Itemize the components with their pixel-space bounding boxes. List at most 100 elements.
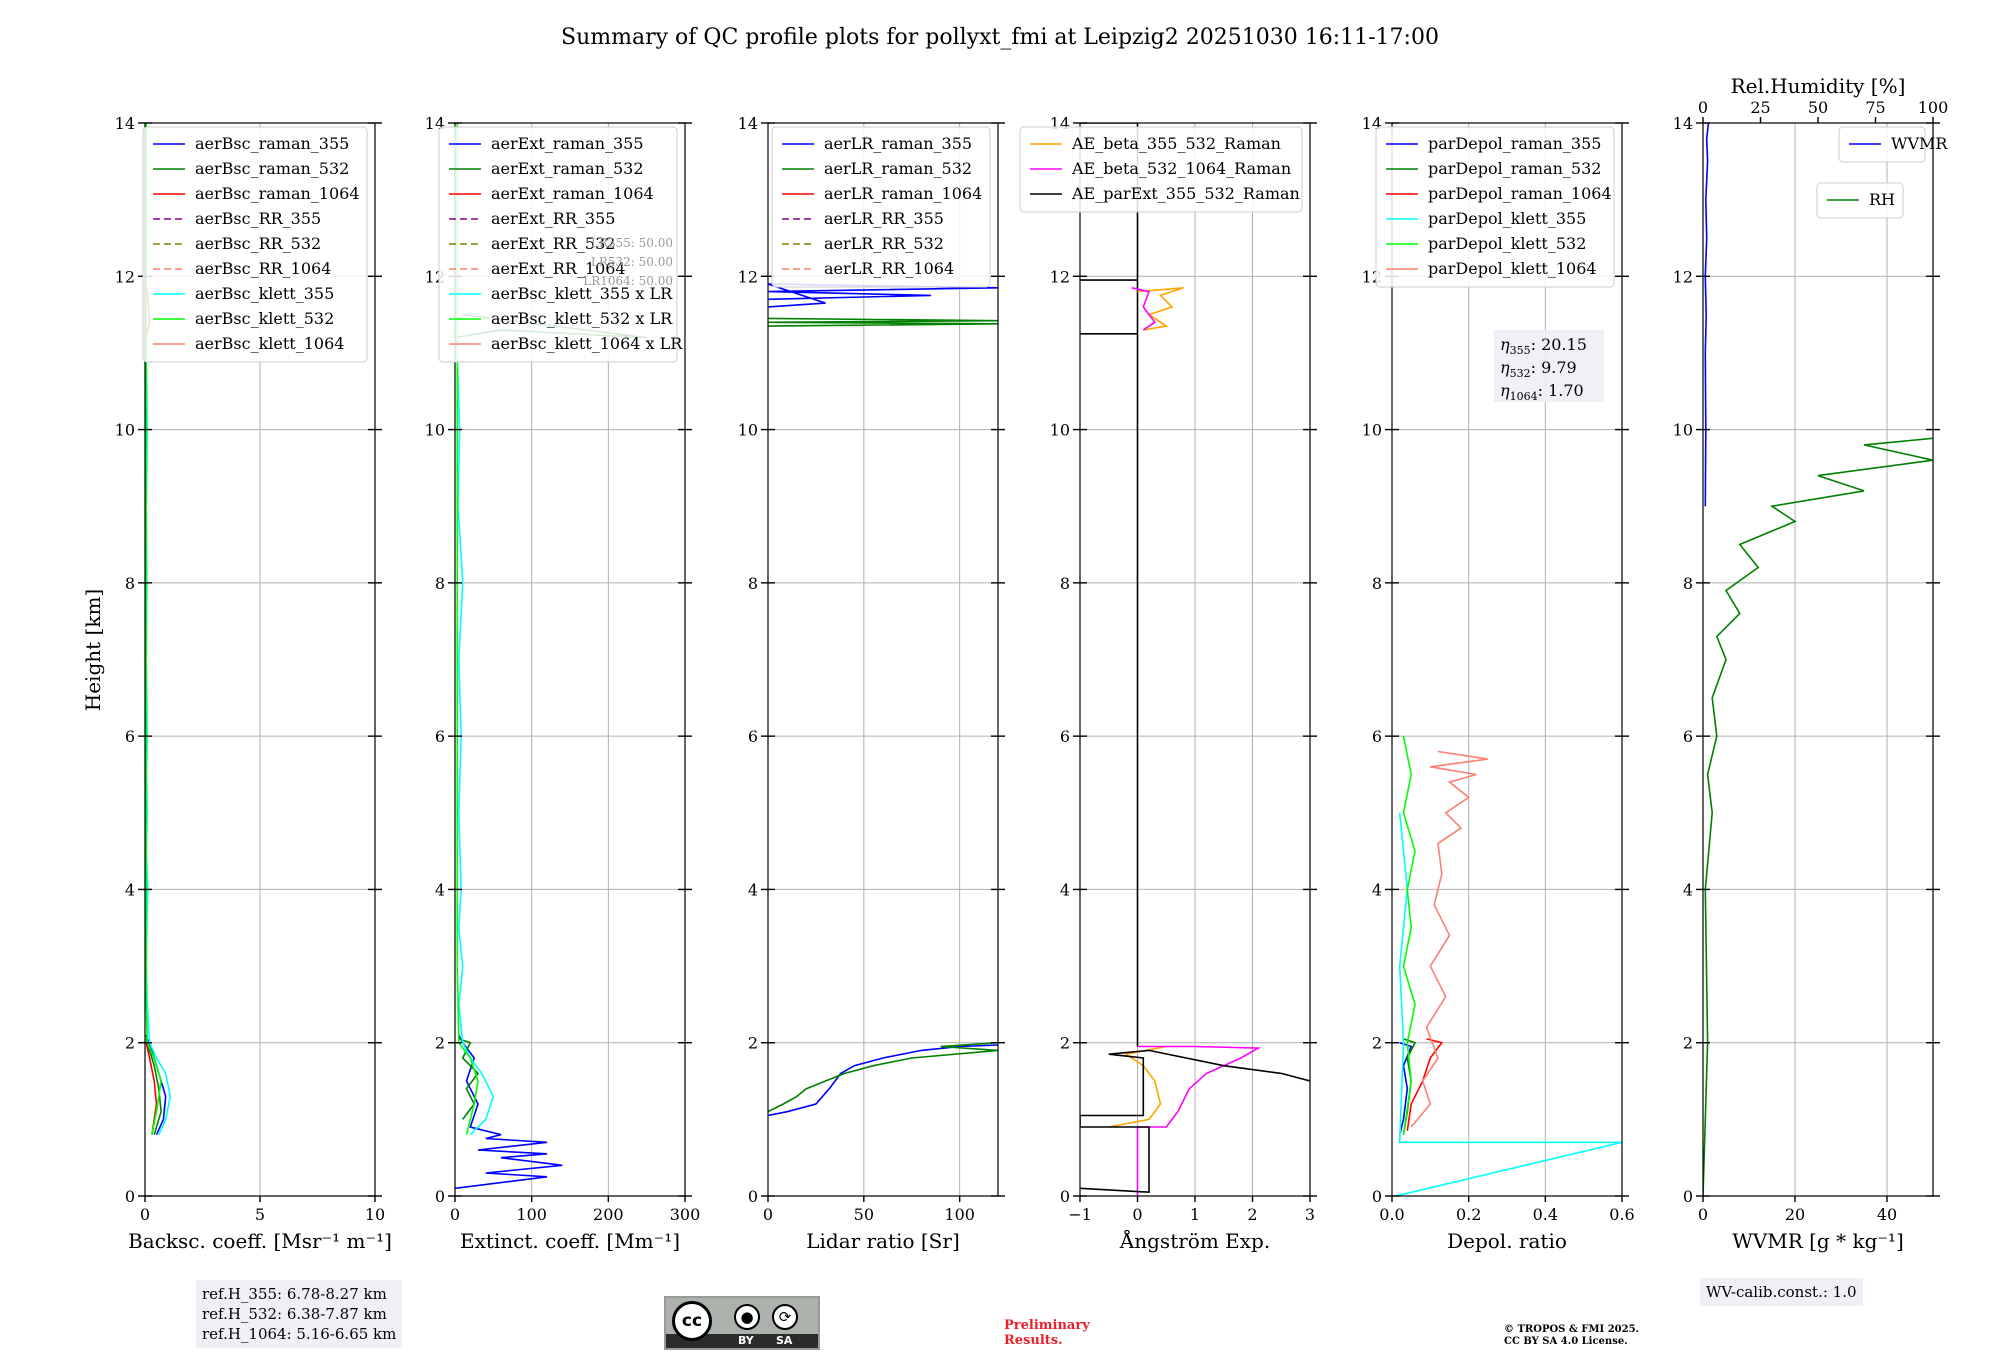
legend-label: aerBsc_klett_355 x LR	[491, 284, 673, 303]
legend-label: aerBsc_RR_1064	[195, 259, 331, 278]
x-tick-label: 2	[1247, 1205, 1257, 1224]
y-tick-label: 6	[125, 727, 135, 746]
legend-box	[142, 126, 368, 363]
series-line-AE_beta_532_1064_Raman	[1136, 1045, 1262, 1196]
legend-box	[1838, 126, 1926, 163]
panel-lr: 0 2 4 6 8 10 12 14 0 50 100 Lidar ratio [Sr] aerLR_r…	[738, 114, 1005, 1253]
legend: aerLR_raman_355 aerLR_raman_532 aerLR_rama…	[771, 126, 991, 288]
y-tick-label: 14	[115, 114, 135, 133]
plot-frame	[1391, 122, 1623, 1197]
legend-label: aerLR_raman_1064	[824, 184, 982, 203]
y-tick-label: 10	[1673, 421, 1693, 440]
eta-label: η532: 9.79	[1500, 358, 1577, 380]
top-axis-label: Rel.Humidity [%]	[1731, 74, 1906, 98]
legend-label: aerBsc_RR_532	[195, 234, 321, 253]
y-tick-label: 14	[738, 114, 758, 133]
plot-frame	[1702, 122, 1934, 1197]
legend-label: aerLR_raman_355	[824, 134, 972, 153]
preliminary-note: Preliminary Results.	[1004, 1318, 1090, 1348]
series-line-aerBsc_klett_532 x LR	[456, 123, 479, 1135]
legend-label: RH	[1869, 190, 1895, 209]
legend-label: aerLR_RR_355	[824, 209, 944, 228]
y-tick-label: 8	[1060, 574, 1070, 593]
eta-label: η355: 20.15	[1500, 335, 1587, 357]
series-line-parDepol_klett_532	[1402, 735, 1416, 1135]
series-line-aerExt_raman_355	[455, 1034, 563, 1190]
y-tick-label: 2	[1060, 1034, 1070, 1053]
copyright-line-2: CC BY SA 4.0 License.	[1504, 1336, 1628, 1347]
series-group	[1703, 123, 1933, 1196]
legend-label: aerBsc_raman_532	[195, 159, 349, 178]
legend-label: aerLR_raman_532	[824, 159, 972, 178]
y-tick-label: 10	[1362, 421, 1382, 440]
series-line-aerLR_raman_355_upper	[768, 283, 998, 308]
legend-label: aerExt_raman_1064	[491, 184, 654, 203]
legend-label: parDepol_klett_1064	[1428, 259, 1597, 278]
legend-label: WVMR	[1891, 134, 1948, 153]
x-tick-label: 0.2	[1456, 1205, 1481, 1224]
ref-height-532: ref.H_532: 6.38-7.87 km	[202, 1305, 387, 1323]
legend-label: AE_parExt_355_532_Raman	[1071, 184, 1300, 203]
x-tick-label: 0	[763, 1205, 773, 1224]
x-tick-label: 20	[1785, 1205, 1805, 1224]
series-line-AE_beta_355_532_Raman	[1108, 1045, 1167, 1128]
series-line-aerBsc_klett_355	[145, 352, 172, 1136]
x-tick-label: 50	[854, 1205, 874, 1224]
top-tick-label: 0	[1698, 98, 1708, 117]
y-tick-label: 8	[125, 574, 135, 593]
legend-label: AE_beta_355_532_Raman	[1071, 134, 1281, 153]
top-tick-label: 75	[1865, 98, 1885, 117]
x-tick-label: 300	[670, 1205, 701, 1224]
y-tick-label: 10	[1050, 421, 1070, 440]
y-tick-label: 0	[1683, 1187, 1693, 1206]
legend: parDepol_raman_355 parDepol_raman_532 parD…	[1375, 126, 1615, 288]
y-tick-label: 8	[1372, 574, 1382, 593]
y-tick-label: 6	[1060, 727, 1070, 746]
y-tick-label: 2	[1372, 1034, 1382, 1053]
legend-label: aerBsc_klett_355	[195, 284, 334, 303]
x-axis-label: Backsc. coeff. [Msr⁻¹ m⁻¹]	[128, 1229, 392, 1253]
chart-title: Summary of QC profile plots for pollyxt_…	[561, 25, 1439, 50]
ref-height-355: ref.H_355: 6.78-8.27 km	[202, 1285, 387, 1303]
x-tick-label: 100	[944, 1205, 975, 1224]
eta-label: η1064: 1.70	[1500, 381, 1584, 403]
legend: aerBsc_raman_355 aerBsc_raman_532 aerBsc_r…	[142, 126, 368, 363]
legend-label: AE_beta_532_1064_Raman	[1071, 159, 1291, 178]
legend-box	[1019, 126, 1303, 213]
legend-label: aerBsc_RR_355	[195, 209, 321, 228]
series-group	[768, 283, 998, 1117]
y-tick-label: 2	[1683, 1034, 1693, 1053]
legend-box	[438, 126, 678, 363]
preliminary-line-2: Results.	[1004, 1333, 1063, 1348]
x-axis-label: Ångström Exp.	[1119, 1228, 1270, 1253]
plot-frame	[767, 122, 999, 1197]
by-person-icon: ●	[734, 1304, 760, 1330]
series-line-AE_parExt_355_532_Raman	[1080, 1049, 1310, 1194]
legend-label: aerBsc_raman_1064	[195, 184, 360, 203]
x-tick-label: 0.0	[1379, 1205, 1404, 1224]
y-tick-label: 6	[1372, 727, 1382, 746]
legend-label: parDepol_klett_532	[1428, 234, 1586, 253]
x-tick-label: 0	[1132, 1205, 1142, 1224]
y-tick-label: 6	[748, 727, 758, 746]
legend-label: aerBsc_klett_532	[195, 309, 334, 328]
legend-label: aerBsc_klett_1064 x LR	[491, 334, 683, 353]
cc-sa-label: SA	[776, 1334, 793, 1347]
series-line-parDepol_raman_1064	[1406, 1038, 1444, 1132]
legend-rh: RH	[1816, 182, 1904, 219]
y-tick-label: 12	[1050, 267, 1070, 286]
y-tick-label: 4	[1372, 880, 1382, 899]
x-tick-label: 0	[450, 1205, 460, 1224]
y-tick-label: 0	[125, 1187, 135, 1206]
legend-box	[771, 126, 991, 288]
y-tick-label: 0	[1060, 1187, 1070, 1206]
y-tick-label: 8	[435, 574, 445, 593]
series-line-aerLR_raman_532	[768, 1041, 998, 1113]
y-tick-label: 10	[738, 421, 758, 440]
legend-label: aerBsc_klett_532 x LR	[491, 309, 673, 328]
